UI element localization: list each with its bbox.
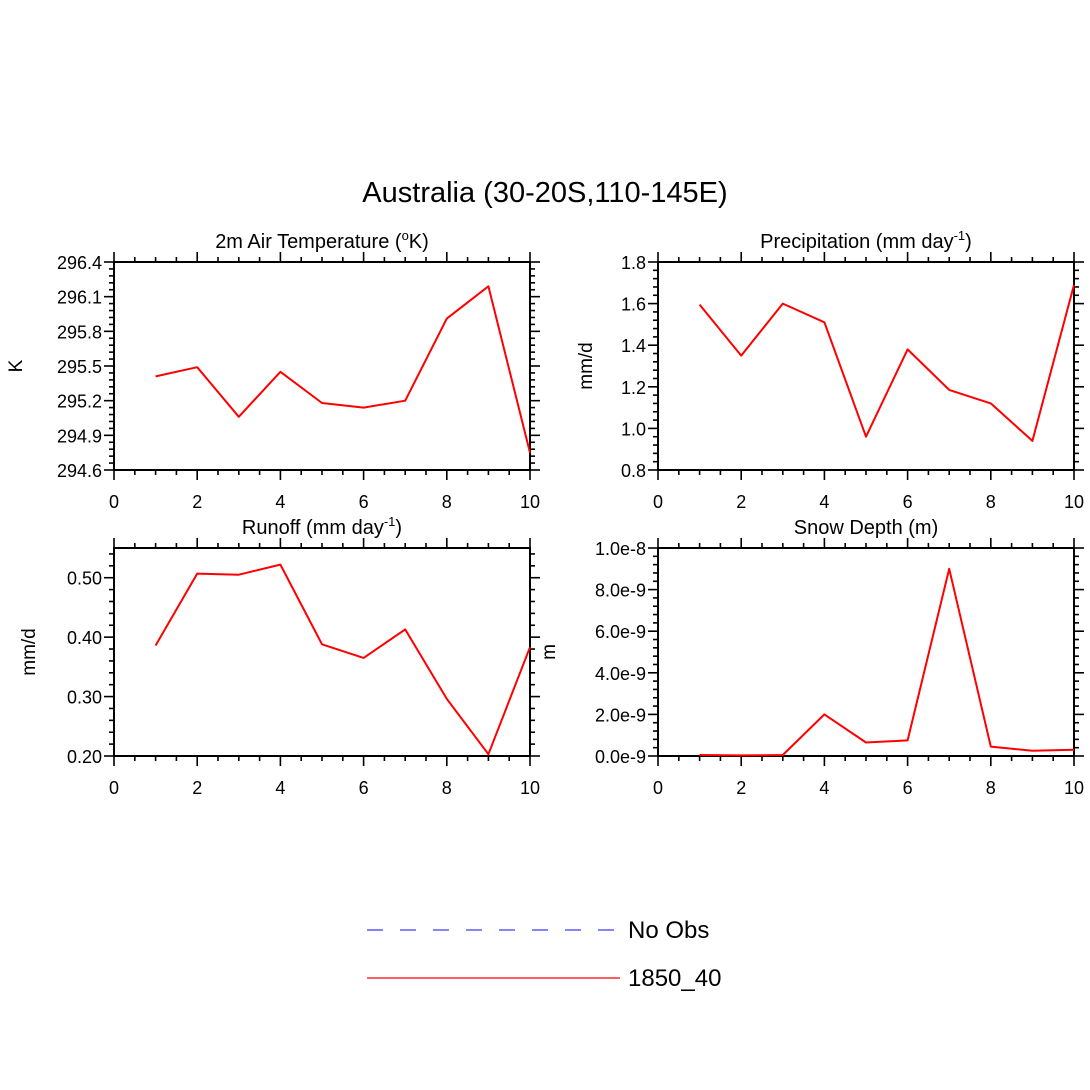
y-tick-label: 2.0e-9 [595,705,646,725]
y-tick-label: 1.8 [621,253,646,273]
x-tick-label: 10 [1064,778,1084,798]
panel-title-runoff: Runoff (mm day-1) [242,514,402,539]
panel-precipitation: Precipitation (mm day-1) 0 2 4 6 8 10 0.8 1.0 1.2… [576,228,1084,512]
x-tick-label: 6 [359,492,369,512]
x-tick-label: 10 [520,778,540,798]
y-axis-label-runoff: mm/d [19,628,40,676]
y-axis-label-snow-depth: m [539,644,560,660]
x-tick-label: 2 [736,778,746,798]
legend-label-1850-40: 1850_40 [628,965,721,992]
y-tick-label: 296.1 [57,288,102,308]
y-tick-label: 1.6 [621,295,646,315]
y-tick-label: 0.50 [67,569,102,589]
panel-snow-depth: Snow Depth (m) 0 2 4 6 8 10 0.0e-9 2.0e-9 4.0e-9 6… [539,517,1084,798]
y-tick-label: 1.0e-8 [595,539,646,559]
panel-title-superscript: -1 [954,228,966,243]
y-tick-label: 296.4 [57,253,102,273]
series-line-air-temperature [155,285,531,453]
x-tick-label: 6 [359,778,369,798]
legend: No Obs 1850_40 [367,917,721,992]
series-line-snow-depth [699,567,1075,757]
y-tick-label: 294.6 [57,461,102,481]
y-tick-label: 294.9 [57,426,102,446]
series-line-precipitation [698,284,1075,442]
y-tick-label: 295.8 [57,322,102,342]
x-tick-label: 8 [442,492,452,512]
y-tick-label: 0.30 [67,688,102,708]
panel-title-text-end: ) [965,231,972,253]
series-line-runoff [154,563,531,756]
x-tick-label: 4 [819,492,829,512]
y-tick-label: 295.2 [57,392,102,412]
plot-frame-runoff [113,547,531,757]
x-tick-label: 6 [903,778,913,798]
panel-title-air-temperature: 2m Air Temperature (oK) [215,228,429,253]
panel-title-text: Precipitation (mm day [760,231,953,253]
x-tick-label: 4 [275,778,285,798]
y-tick-label: 8.0e-9 [595,581,646,601]
legend-label-no-obs: No Obs [628,917,709,944]
x-tick-label: 8 [986,492,996,512]
y-tick-label: 1.2 [621,378,646,398]
panel-title-text: Snow Depth (m) [794,517,939,539]
x-tick-label: 2 [192,778,202,798]
y-axis-label-air-temperature: K [6,359,27,372]
panel-title-text: Runoff (mm day [242,517,384,539]
y-tick-label: 0.20 [67,747,102,767]
y-tick-label: 1.0 [621,419,646,439]
figure-title: Australia (30-20S,110-145E) [362,177,727,209]
x-tick-label: 4 [275,492,285,512]
x-tick-label: 0 [653,778,663,798]
plot-frame-snow-depth [657,547,1075,757]
x-tick-label: 2 [192,492,202,512]
y-axis-label-precipitation: mm/d [576,342,597,390]
y-tick-label: 6.0e-9 [595,622,646,642]
y-tick-label: 4.0e-9 [595,664,646,684]
y-tick-label: 295.5 [57,357,102,377]
panel-title-superscript: -1 [384,514,396,529]
panel-air-temperature: 2m Air Temperature (oK) 0 2 4 6 8 10 294.6 294.9… [6,228,540,512]
panel-title-snow-depth: Snow Depth (m) [794,517,939,539]
x-tick-label: 0 [653,492,663,512]
x-tick-label: 6 [903,492,913,512]
panel-title-text-end: K) [409,231,429,253]
y-tick-label: 0.8 [621,461,646,481]
x-tick-label: 0 [109,492,119,512]
y-tick-label: 0.0e-9 [595,747,646,767]
x-tick-label: 8 [442,778,452,798]
y-tick-label: 1.4 [621,336,646,356]
panel-title-precipitation: Precipitation (mm day-1) [760,228,972,253]
x-tick-label: 10 [520,492,540,512]
panel-runoff: Runoff (mm day-1) 0 2 4 6 8 10 0.20 0.30 0.40 0.50… [19,514,540,798]
panel-title-superscript: o [402,228,409,243]
y-tick-label: 0.40 [67,628,102,648]
x-tick-label: 2 [736,492,746,512]
plot-frame-air-temperature [113,261,531,471]
x-tick-label: 4 [819,778,829,798]
panel-title-text: 2m Air Temperature ( [215,231,402,253]
plot-frame-precipitation [657,261,1075,471]
x-tick-label: 0 [109,778,119,798]
x-tick-label: 8 [986,778,996,798]
panel-title-text-end: ) [395,517,402,539]
x-tick-label: 10 [1064,492,1084,512]
